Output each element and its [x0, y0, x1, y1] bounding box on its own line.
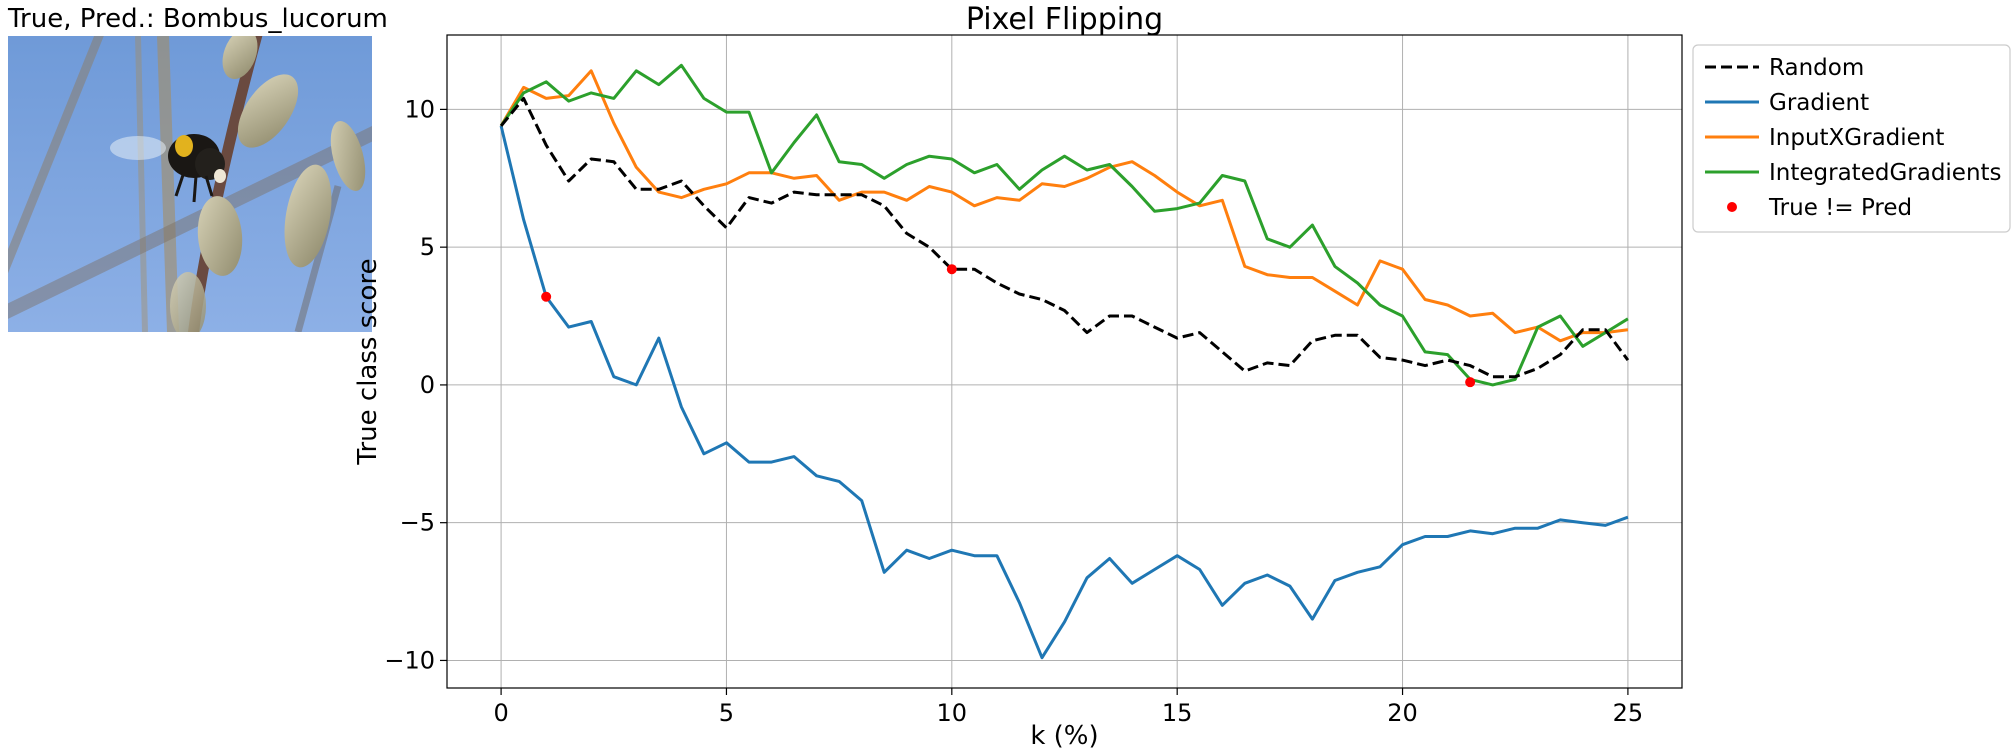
x-tick-label: 0	[493, 699, 508, 727]
legend-entry: Gradient	[1769, 90, 1869, 116]
mismatch-marker	[1465, 377, 1476, 388]
legend-entry: True != Pred	[1768, 195, 1912, 221]
bee-photo	[8, 36, 372, 332]
image-panel-title: True, Pred.: Bombus_lucorum	[8, 4, 388, 34]
axis-ticks: 0 5 10 15 20 25 −10 −5 0 5 10	[384, 95, 1643, 727]
grid	[447, 35, 1682, 688]
series-line-random	[499, 96, 1630, 379]
y-tick-label: −10	[384, 646, 435, 674]
chart-title: Pixel Flipping	[966, 2, 1163, 37]
series-lines	[499, 63, 1630, 660]
y-tick-label: −5	[400, 509, 435, 537]
x-tick-label: 5	[719, 699, 734, 727]
y-tick-label: 0	[420, 371, 435, 399]
legend-marker-swatch	[1727, 202, 1737, 212]
x-tick-label: 25	[1613, 699, 1644, 727]
series-line-gradient	[499, 125, 1629, 660]
x-axis-label: k (%)	[1030, 721, 1098, 751]
legend: Random Gradient InputXGradient IntegratedGr…	[1692, 44, 2011, 233]
x-tick-label: 10	[937, 699, 968, 727]
series-line-integratedgradients	[499, 63, 1629, 387]
y-tick-label: 5	[420, 233, 435, 261]
y-tick-label: 10	[404, 95, 435, 123]
legend-box	[1692, 44, 2011, 233]
mismatch-marker	[946, 264, 957, 275]
series-line-inputxgradient	[499, 69, 1629, 343]
mismatch-marker	[541, 291, 552, 302]
plot-frame	[446, 34, 1683, 689]
legend-entry: Random	[1769, 55, 1864, 81]
x-tick-label: 20	[1387, 699, 1418, 727]
legend-entry: InputXGradient	[1769, 125, 1944, 151]
x-tick-label: 15	[1162, 699, 1193, 727]
y-axis-label: True class score	[353, 258, 383, 465]
legend-entry: IntegratedGradients	[1769, 160, 2002, 186]
mismatch-markers	[541, 264, 1476, 388]
